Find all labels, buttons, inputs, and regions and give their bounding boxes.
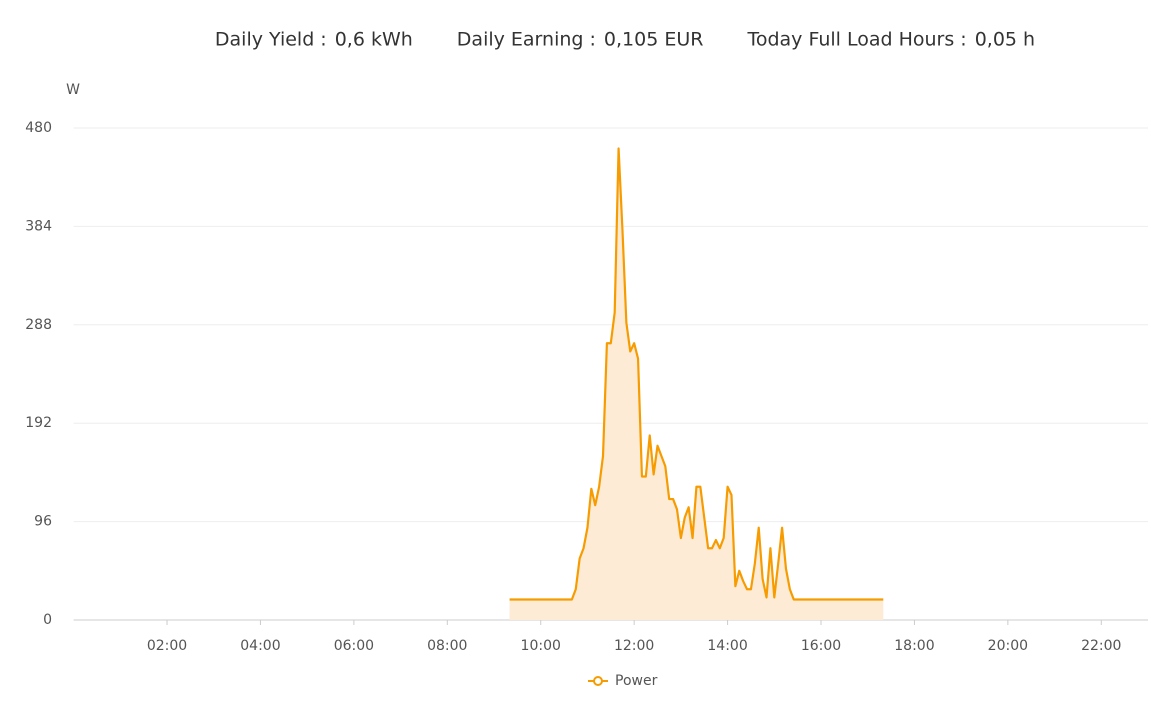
x-tick-label: 16:00 bbox=[801, 638, 841, 654]
y-axis-label: W bbox=[66, 82, 80, 98]
area-fill bbox=[509, 148, 884, 620]
y-tick-label: 192 bbox=[25, 415, 52, 431]
x-tick-label: 20:00 bbox=[988, 638, 1028, 654]
stat-label: Today Full Load Hours : bbox=[746, 29, 966, 51]
legend-icon-dot bbox=[593, 676, 603, 686]
y-tick-label: 96 bbox=[34, 514, 52, 530]
x-tick-label: 18:00 bbox=[894, 638, 934, 654]
y-tick-label: 384 bbox=[25, 218, 52, 234]
legend-label: Power bbox=[615, 673, 658, 689]
x-tick-label: 10:00 bbox=[521, 638, 561, 654]
line bbox=[509, 147, 884, 601]
stat-label: Daily Yield : bbox=[215, 29, 327, 51]
x-tick-label: 12:00 bbox=[614, 638, 654, 654]
stat-value: 0,105 EUR bbox=[604, 29, 704, 51]
x-tick-label: 04:00 bbox=[240, 638, 280, 654]
stat-label: Daily Earning : bbox=[457, 29, 596, 51]
stat-value: 0,6 kWh bbox=[335, 29, 413, 51]
x-tick-label: 14:00 bbox=[707, 638, 747, 654]
x-tick-label: 08:00 bbox=[427, 638, 467, 654]
x-tick-label: 06:00 bbox=[334, 638, 374, 654]
x-tick-label: 22:00 bbox=[1081, 638, 1121, 654]
stat-value: 0,05 h bbox=[975, 29, 1035, 51]
y-tick-label: 0 bbox=[43, 612, 52, 628]
y-tick-label: 288 bbox=[25, 317, 52, 333]
x-tick-label: 02:00 bbox=[147, 638, 187, 654]
y-tick-label: 480 bbox=[25, 120, 52, 136]
